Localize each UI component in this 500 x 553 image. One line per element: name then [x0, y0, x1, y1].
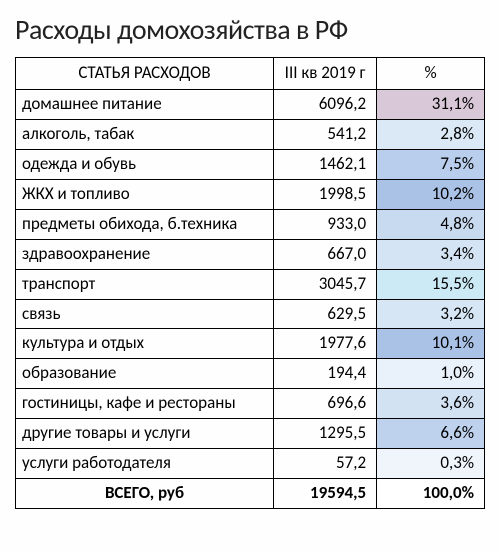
table-row: здравоохранение667,03,4%: [16, 239, 485, 269]
cell-value: 933,0: [273, 209, 376, 239]
cell-category: культура и отдых: [16, 329, 274, 359]
page-title: Расходы домохозяйства в РФ: [15, 12, 485, 47]
cell-category: образование: [16, 359, 274, 389]
table-header-row: СТАТЬЯ РАСХОДОВ III кв 2019 г %: [16, 58, 485, 90]
cell-percent: 4,8%: [377, 209, 485, 239]
cell-category: другие товары и услуги: [16, 419, 274, 449]
cell-category: предметы обихода, б.техника: [16, 209, 274, 239]
cell-value: 57,2: [273, 449, 376, 479]
cell-value: 1462,1: [273, 149, 376, 179]
cell-category: алкоголь, табак: [16, 119, 274, 149]
table-row: транспорт3045,715,5%: [16, 269, 485, 299]
table-row: услуги работодателя57,20,3%: [16, 449, 485, 479]
cell-category: здравоохранение: [16, 239, 274, 269]
cell-category: услуги работодателя: [16, 449, 274, 479]
cell-value: 1977,6: [273, 329, 376, 359]
cell-percent: 1,0%: [377, 359, 485, 389]
cell-value: 194,4: [273, 359, 376, 389]
cell-percent: 3,4%: [377, 239, 485, 269]
cell-value: 696,6: [273, 389, 376, 419]
table-row: одежда и обувь1462,17,5%: [16, 149, 485, 179]
expenses-table: СТАТЬЯ РАСХОДОВ III кв 2019 г % домашнее…: [15, 57, 485, 509]
cell-percent: 6,6%: [377, 419, 485, 449]
cell-category: связь: [16, 299, 274, 329]
table-total-row: ВСЕГО, руб19594,5100,0%: [16, 479, 485, 509]
table-row: ЖКХ и топливо1998,510,2%: [16, 179, 485, 209]
cell-percent: 7,5%: [377, 149, 485, 179]
cell-value: 1998,5: [273, 179, 376, 209]
cell-value: 541,2: [273, 119, 376, 149]
cell-category: транспорт: [16, 269, 274, 299]
cell-percent: 10,2%: [377, 179, 485, 209]
total-value: 19594,5: [273, 479, 376, 509]
table-row: алкоголь, табак541,22,8%: [16, 119, 485, 149]
total-label: ВСЕГО, руб: [16, 479, 274, 509]
header-percent: %: [377, 58, 485, 90]
cell-value: 3045,7: [273, 269, 376, 299]
cell-value: 667,0: [273, 239, 376, 269]
cell-percent: 10,1%: [377, 329, 485, 359]
table-row: гостиницы, кафе и рестораны696,63,6%: [16, 389, 485, 419]
cell-percent: 3,2%: [377, 299, 485, 329]
cell-category: ЖКХ и топливо: [16, 179, 274, 209]
header-value: III кв 2019 г: [273, 58, 376, 90]
cell-value: 1295,5: [273, 419, 376, 449]
cell-percent: 0,3%: [377, 449, 485, 479]
table-row: культура и отдых1977,610,1%: [16, 329, 485, 359]
cell-percent: 15,5%: [377, 269, 485, 299]
total-percent: 100,0%: [377, 479, 485, 509]
cell-percent: 31,1%: [377, 89, 485, 119]
table-row: связь629,53,2%: [16, 299, 485, 329]
cell-value: 629,5: [273, 299, 376, 329]
cell-category: одежда и обувь: [16, 149, 274, 179]
table-row: образование194,41,0%: [16, 359, 485, 389]
cell-category: домашнее питание: [16, 89, 274, 119]
cell-percent: 3,6%: [377, 389, 485, 419]
cell-category: гостиницы, кафе и рестораны: [16, 389, 274, 419]
header-category: СТАТЬЯ РАСХОДОВ: [16, 58, 274, 90]
table-row: предметы обихода, б.техника933,04,8%: [16, 209, 485, 239]
cell-value: 6096,2: [273, 89, 376, 119]
table-row: другие товары и услуги1295,56,6%: [16, 419, 485, 449]
table-row: домашнее питание6096,231,1%: [16, 89, 485, 119]
cell-percent: 2,8%: [377, 119, 485, 149]
